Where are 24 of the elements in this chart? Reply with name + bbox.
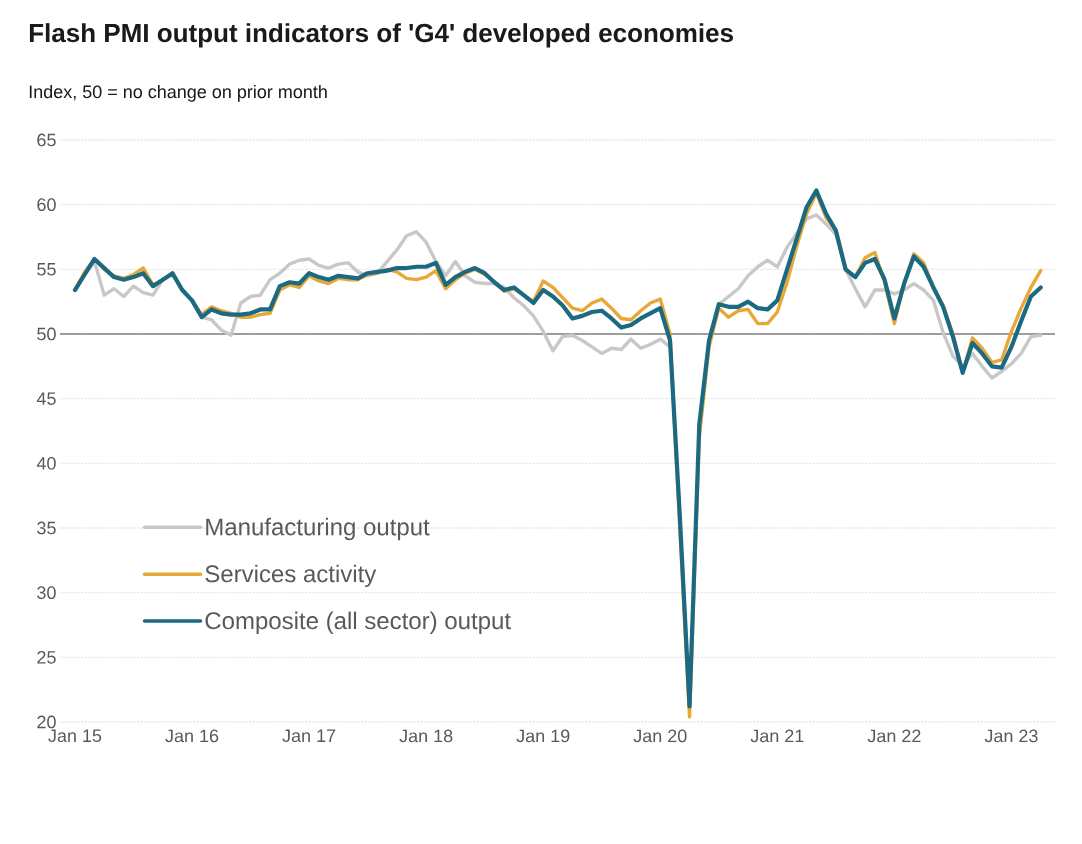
legend-label: Services activity	[205, 564, 377, 588]
x-tick-label: Jan 18	[399, 729, 453, 743]
x-tick-label: Jan 22	[867, 729, 921, 743]
x-tick-label: Jan 20	[633, 729, 687, 743]
chart-title: Flash PMI output indicators of 'G4' developed economies	[29, 23, 733, 48]
y-tick-label: 25	[37, 650, 56, 664]
legend-label: Manufacturing output	[206, 517, 430, 541]
chart-subtitle: Index, 50 = no change on prior month	[29, 84, 327, 102]
y-tick-label: 55	[37, 263, 56, 276]
y-tick-label: 35	[37, 521, 56, 535]
y-tick-label: 50	[37, 327, 56, 341]
y-tick-label: 20	[37, 715, 56, 729]
y-tick-label: 40	[36, 456, 56, 470]
x-tick-label: Jan 19	[516, 729, 570, 743]
x-tick-label: Jan 16	[165, 729, 219, 743]
x-tick-label: Jan 15	[48, 729, 102, 743]
y-tick-label: 65	[37, 133, 56, 147]
legend-label: Composite (all sector) output	[205, 611, 511, 634]
y-tick-label: 45	[36, 392, 56, 405]
y-tick-label: 30	[37, 586, 56, 600]
x-tick-label: Jan 23	[984, 729, 1038, 743]
y-tick-label: 60	[37, 198, 56, 212]
x-tick-label: Jan 21	[750, 729, 804, 743]
x-tick-label: Jan 17	[282, 729, 336, 743]
